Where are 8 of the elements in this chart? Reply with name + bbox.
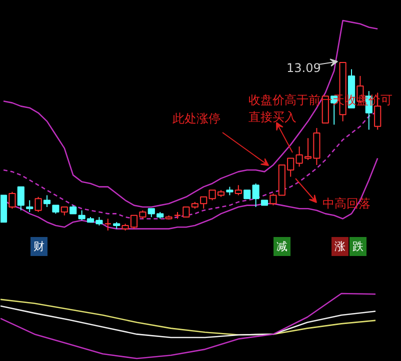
annotation: 中高回落 bbox=[322, 196, 370, 210]
text: 跌 bbox=[352, 240, 364, 253]
annotation: 此处涨停 bbox=[172, 112, 220, 126]
annotation: 13.09 bbox=[286, 61, 321, 75]
candlestick bbox=[43, 194, 51, 208]
text: 财 bbox=[34, 240, 44, 253]
text: 减 bbox=[276, 240, 288, 253]
text: 涨 bbox=[334, 240, 346, 253]
